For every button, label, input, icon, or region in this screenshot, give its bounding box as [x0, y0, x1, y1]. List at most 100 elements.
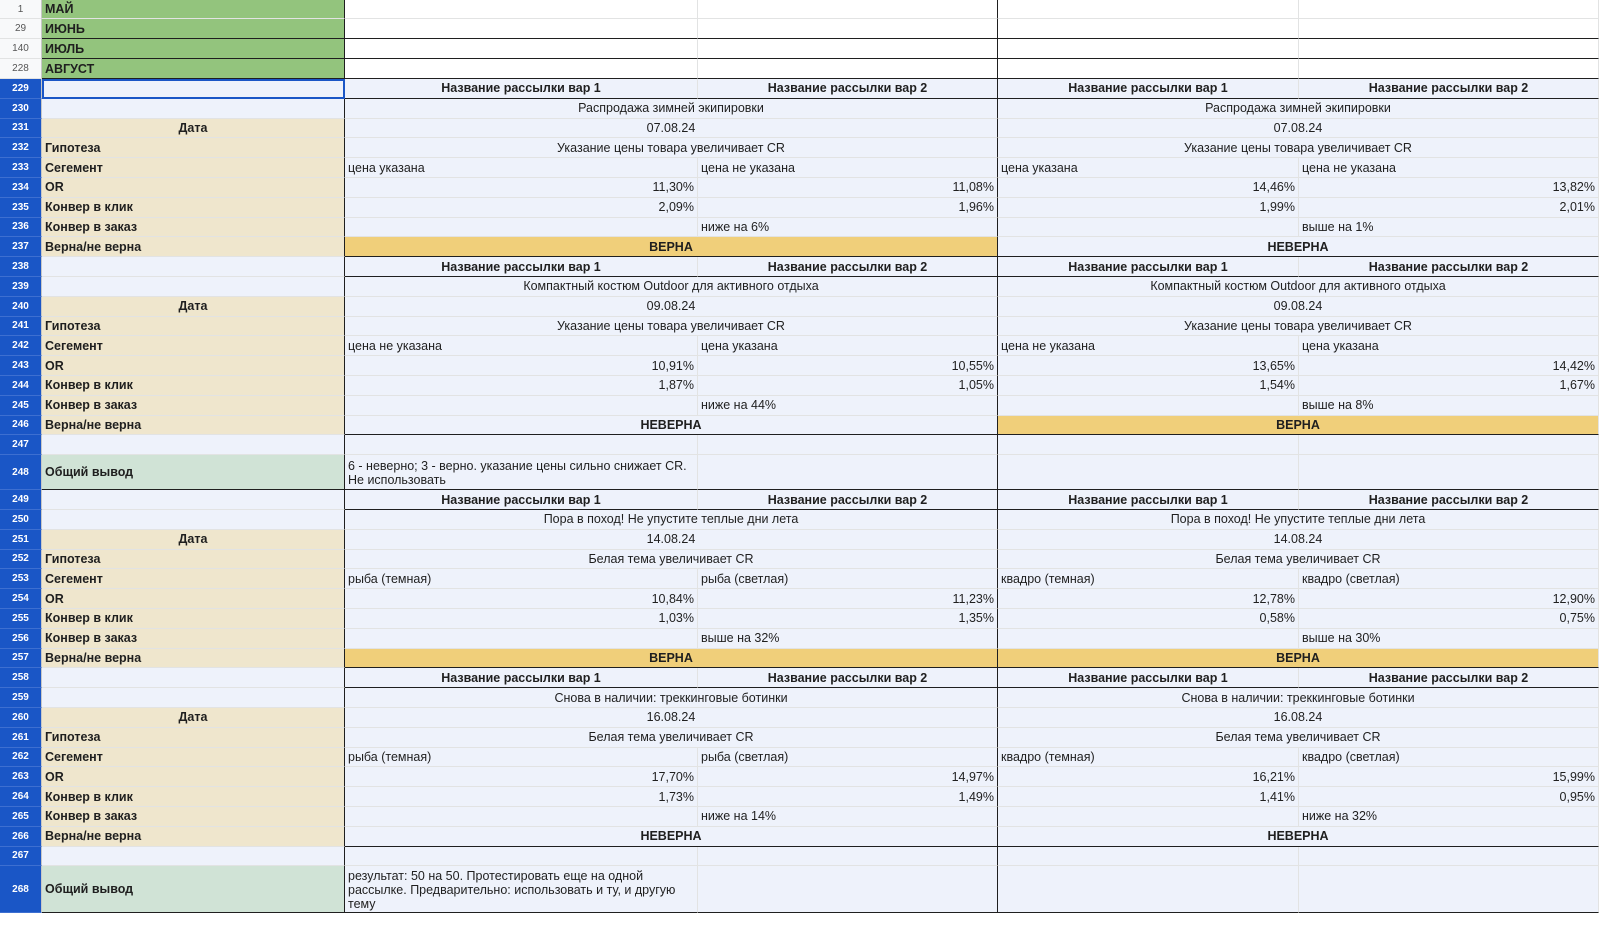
segment-label-cell[interactable]: Сегемент — [42, 747, 345, 768]
row-number[interactable]: 264 — [0, 787, 42, 807]
or-value-cell[interactable]: 11,08% — [698, 178, 998, 198]
or-label-cell[interactable]: OR — [42, 589, 345, 609]
conv-order-label-cell[interactable]: Конвер в заказ — [42, 807, 345, 827]
or-value-cell[interactable]: 13,82% — [1299, 178, 1599, 198]
empty-cell[interactable] — [998, 39, 1299, 59]
segment-value-cell[interactable]: квадро (светлая) — [1299, 569, 1599, 590]
conv-click-value-cell[interactable]: 1,05% — [698, 376, 998, 396]
month-label-cell[interactable]: АВГУСТ — [42, 59, 345, 79]
variant-header-cell[interactable]: Название рассылки вар 2 — [698, 668, 998, 689]
row-number[interactable]: 233 — [0, 158, 42, 178]
row-number[interactable]: 245 — [0, 395, 42, 416]
segment-value-cell[interactable]: квадро (темная) — [998, 569, 1299, 590]
summary-text-cell[interactable]: результат: 50 на 50. Протестировать еще … — [345, 866, 698, 914]
or-value-cell[interactable]: 14,42% — [1299, 356, 1599, 376]
conv-order-value-cell[interactable]: выше на 8% — [1299, 395, 1599, 416]
empty-cell[interactable] — [698, 0, 998, 19]
verdict-value-cell[interactable]: ВЕРНА — [998, 648, 1599, 669]
conv-order-value-cell[interactable]: ниже на 44% — [698, 395, 998, 416]
row-number[interactable]: 242 — [0, 336, 42, 357]
conv-click-value-cell[interactable]: 1,96% — [698, 197, 998, 218]
segment-value-cell[interactable]: цена указана — [345, 158, 698, 178]
empty-cell[interactable] — [1299, 435, 1599, 456]
empty-cell[interactable] — [345, 39, 698, 59]
row-number[interactable]: 249 — [0, 490, 42, 510]
conv-click-value-cell[interactable]: 1,67% — [1299, 376, 1599, 396]
row-number[interactable]: 259 — [0, 688, 42, 708]
variant-header-cell[interactable]: Название рассылки вар 1 — [998, 257, 1299, 277]
segment-value-cell[interactable]: цена указана — [998, 158, 1299, 178]
variant-header-cell[interactable]: Название рассылки вар 1 — [998, 490, 1299, 510]
variant-header-cell[interactable]: Название рассылки вар 2 — [698, 257, 998, 277]
row-number[interactable]: 240 — [0, 296, 42, 317]
segment-value-cell[interactable]: цена не указана — [998, 336, 1299, 357]
or-value-cell[interactable]: 10,84% — [345, 589, 698, 609]
conv-click-value-cell[interactable]: 1,54% — [998, 376, 1299, 396]
empty-cell[interactable] — [1299, 0, 1599, 19]
conv-click-value-cell[interactable]: 0,58% — [998, 609, 1299, 629]
empty-cell[interactable] — [345, 0, 698, 19]
empty-cell[interactable] — [998, 435, 1299, 456]
empty-cell[interactable] — [1299, 846, 1599, 867]
empty-cell[interactable] — [42, 846, 345, 867]
row-number[interactable]: 256 — [0, 628, 42, 649]
or-label-cell[interactable]: OR — [42, 767, 345, 788]
date-label-cell[interactable]: Дата — [42, 118, 345, 139]
empty-cell[interactable] — [998, 217, 1299, 238]
or-value-cell[interactable]: 14,97% — [698, 767, 998, 788]
label-cell-empty[interactable] — [42, 98, 345, 119]
empty-cell[interactable] — [698, 866, 998, 914]
conv-order-value-cell[interactable]: ниже на 32% — [1299, 807, 1599, 827]
row-number[interactable]: 244 — [0, 376, 42, 396]
date-label-cell[interactable]: Дата — [42, 296, 345, 317]
verdict-value-cell[interactable]: НЕВЕРНА — [345, 415, 998, 436]
or-value-cell[interactable]: 17,70% — [345, 767, 698, 788]
variant-header-cell[interactable]: Название рассылки вар 2 — [698, 79, 998, 99]
conv-click-value-cell[interactable]: 1,87% — [345, 376, 698, 396]
row-number[interactable]: 29 — [0, 19, 42, 39]
row-number[interactable]: 231 — [0, 118, 42, 139]
segment-label-cell[interactable]: Сегемент — [42, 336, 345, 357]
row-number[interactable]: 262 — [0, 747, 42, 768]
conv-click-value-cell[interactable]: 1,49% — [698, 787, 998, 807]
or-value-cell[interactable]: 12,90% — [1299, 589, 1599, 609]
verdict-value-cell[interactable]: ВЕРНА — [998, 415, 1599, 436]
conv-order-label-cell[interactable]: Конвер в заказ — [42, 628, 345, 649]
row-number[interactable]: 239 — [0, 277, 42, 297]
empty-cell[interactable] — [345, 19, 698, 39]
hypothesis-value-cell[interactable]: Белая тема увеличивает CR — [345, 727, 998, 748]
conv-click-value-cell[interactable]: 2,01% — [1299, 197, 1599, 218]
variant-header-cell[interactable]: Название рассылки вар 2 — [1299, 490, 1599, 510]
empty-cell[interactable] — [345, 395, 698, 416]
verdict-label-cell[interactable]: Верна/не верна — [42, 826, 345, 847]
empty-cell[interactable] — [345, 435, 698, 456]
mailing-title-cell[interactable]: Снова в наличии: треккинговые ботинки — [345, 688, 998, 708]
conv-click-value-cell[interactable]: 0,95% — [1299, 787, 1599, 807]
segment-value-cell[interactable]: цена не указана — [345, 336, 698, 357]
variant-header-cell[interactable]: Название рассылки вар 2 — [1299, 668, 1599, 689]
conv-order-value-cell[interactable]: выше на 32% — [698, 628, 998, 649]
segment-value-cell[interactable]: рыба (темная) — [345, 569, 698, 590]
conv-click-label-cell[interactable]: Конвер в клик — [42, 609, 345, 629]
empty-cell[interactable] — [42, 435, 345, 456]
mailing-title-cell[interactable]: Пора в поход! Не упустите теплые дни лет… — [998, 510, 1599, 530]
segment-value-cell[interactable]: квадро (светлая) — [1299, 747, 1599, 768]
segment-value-cell[interactable]: рыба (светлая) — [698, 747, 998, 768]
date-value-cell[interactable]: 16.08.24 — [345, 708, 998, 728]
row-number[interactable]: 236 — [0, 217, 42, 238]
date-value-cell[interactable]: 09.08.24 — [998, 296, 1599, 317]
label-cell-empty[interactable] — [42, 510, 345, 530]
variant-header-cell[interactable]: Название рассылки вар 2 — [698, 490, 998, 510]
date-value-cell[interactable]: 09.08.24 — [345, 296, 998, 317]
conv-order-value-cell[interactable]: выше на 1% — [1299, 217, 1599, 238]
conv-click-value-cell[interactable]: 1,41% — [998, 787, 1299, 807]
conv-click-value-cell[interactable]: 2,09% — [345, 197, 698, 218]
hypothesis-value-cell[interactable]: Указание цены товара увеличивает CR — [998, 316, 1599, 337]
verdict-value-cell[interactable]: НЕВЕРНА — [998, 237, 1599, 258]
hypothesis-value-cell[interactable]: Белая тема увеличивает CR — [998, 549, 1599, 570]
date-value-cell[interactable]: 07.08.24 — [345, 118, 998, 139]
segment-value-cell[interactable]: цена не указана — [698, 158, 998, 178]
row-number[interactable]: 1 — [0, 0, 42, 19]
row-number[interactable]: 229 — [0, 79, 42, 99]
row-number[interactable]: 258 — [0, 668, 42, 689]
